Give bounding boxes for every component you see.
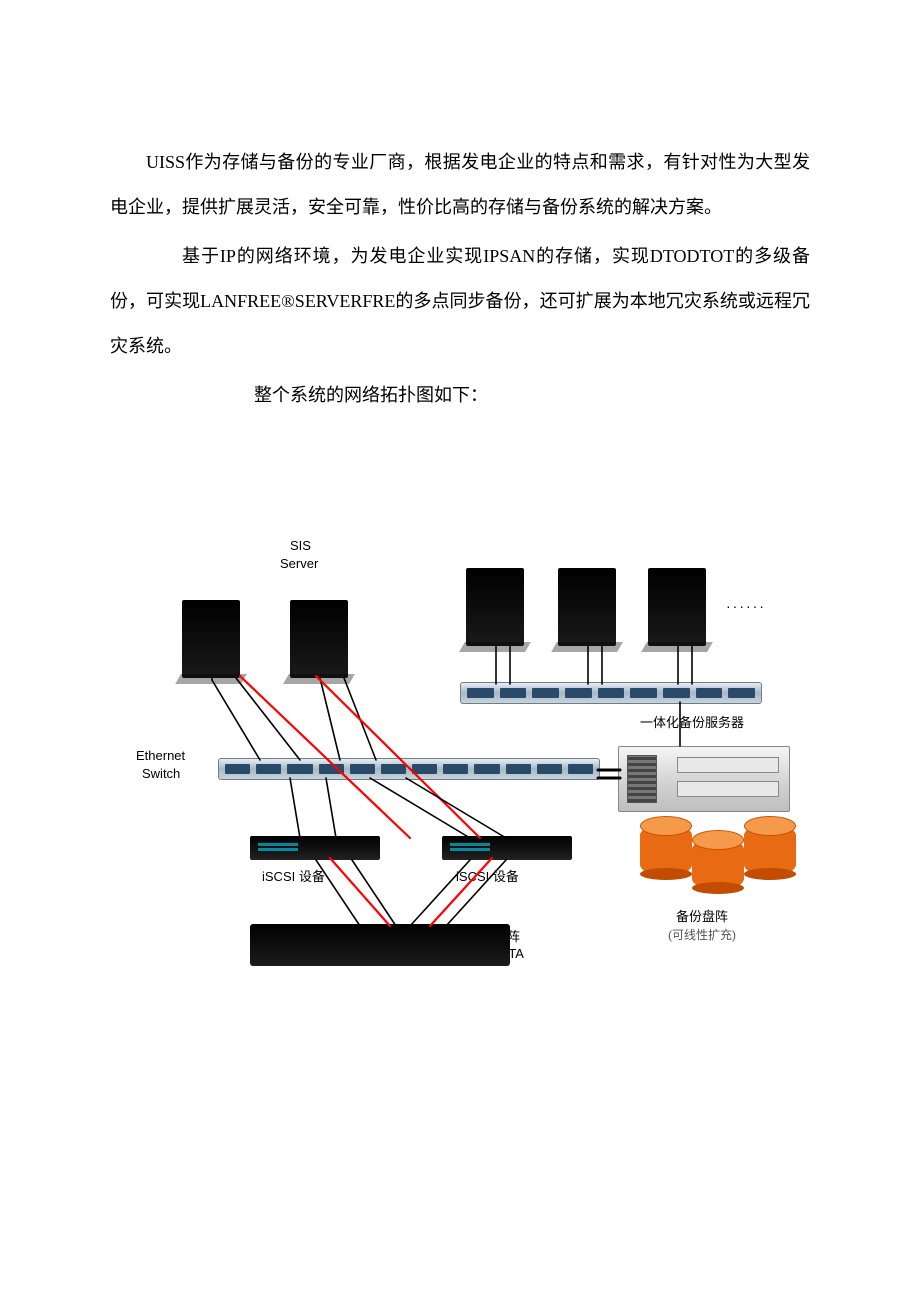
node-sis-server-2: [290, 600, 348, 678]
node-storage-array: [250, 924, 510, 966]
node-app-server-1: [466, 568, 524, 646]
network-topology-diagram: SIS Server Ethernet Switch iSCSI 设备 iSCS…: [140, 538, 780, 998]
node-switch-upper: [460, 682, 762, 704]
node-backup-disk-1: [640, 824, 692, 876]
paragraph-2: 基于IP的网络环境，为发电企业实现IPSAN的存储，实现DTODTOT的多级备份…: [110, 234, 810, 369]
node-iscsi-left: [250, 836, 380, 860]
document-page: UISS作为存储与备份的专业厂商，根据发电企业的特点和需求，有针对性为大型发电企…: [0, 0, 920, 1058]
node-backup-disk-2: [692, 838, 744, 890]
label-dots: ······: [726, 598, 766, 614]
label-iscsi-left: iSCSI 设备: [262, 866, 325, 885]
label-bkarray-2: (可线性扩充): [668, 926, 736, 943]
label-sis-2: Server: [280, 556, 318, 571]
label-sis-1: SIS: [290, 538, 311, 553]
node-iscsi-right: [442, 836, 572, 860]
node-backup-server: [618, 746, 790, 812]
node-app-server-2: [558, 568, 616, 646]
node-ethernet-switch: [218, 758, 600, 780]
label-iscsi-right: iSCSI 设备: [456, 866, 519, 885]
node-backup-disk-3: [744, 824, 796, 876]
node-app-server-3: [648, 568, 706, 646]
label-bkserver: 一体化备份服务器: [640, 712, 744, 731]
paragraph-1: UISS作为存储与备份的专业厂商，根据发电企业的特点和需求，有针对性为大型发电企…: [110, 140, 810, 230]
label-bkarray-1: 备份盘阵: [676, 906, 728, 925]
label-ethernet-1: Ethernet: [136, 748, 185, 763]
label-ethernet-2: Switch: [142, 766, 180, 781]
node-sis-server-1: [182, 600, 240, 678]
paragraph-3: 整个系统的网络拓扑图如下：: [110, 373, 810, 418]
